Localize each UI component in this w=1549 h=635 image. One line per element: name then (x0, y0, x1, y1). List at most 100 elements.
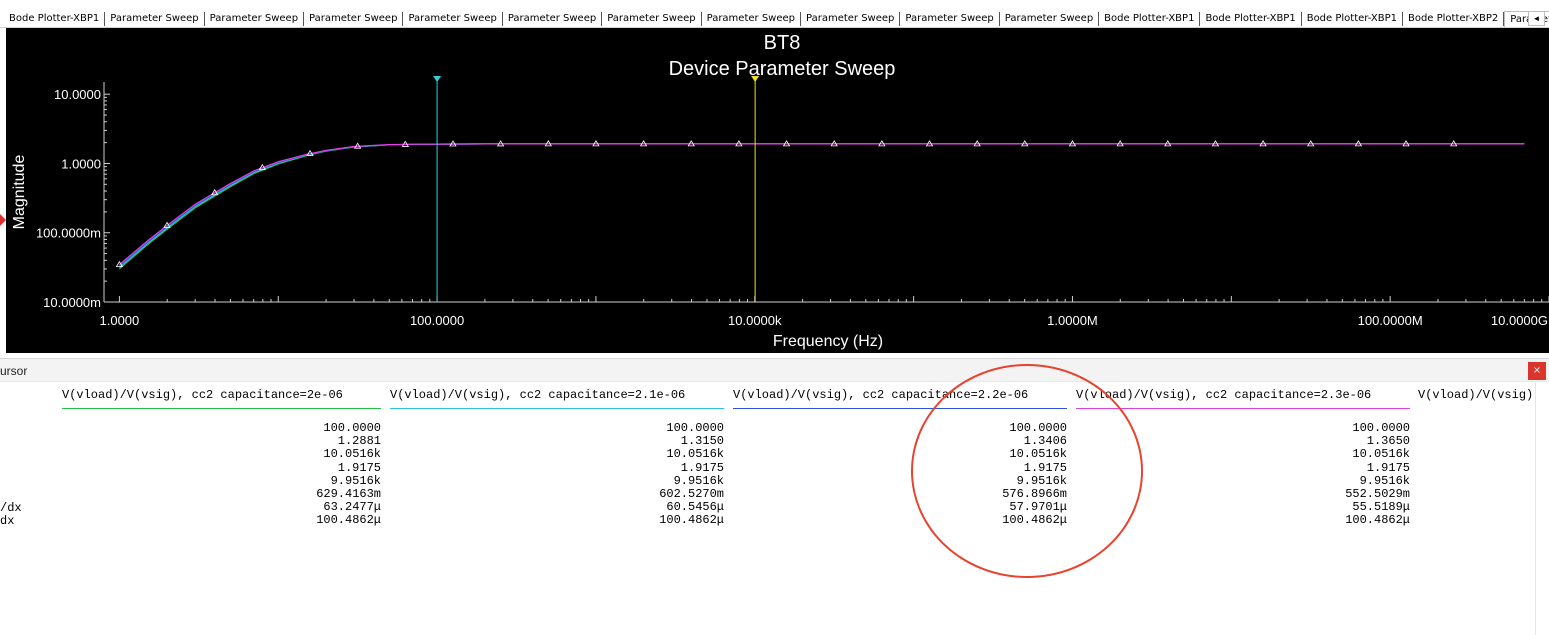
chart-title: BT8 (764, 32, 801, 54)
cursor-table: V(vload)/V(vsig), cc2 capacitance=2e-06 1… (0, 384, 1549, 564)
x-tick-label: 100.0000M (1358, 313, 1423, 328)
data-point-marker (115, 260, 124, 268)
data-point-marker (449, 140, 457, 147)
cursor-panel-header: ursor × (0, 358, 1549, 382)
column-values: 100.0000 1.3406 10.0516k 1.9175 9.9516k 576.8… (733, 421, 1067, 528)
tab-3[interactable]: Parameter Sweep (205, 12, 305, 26)
cursor-value: 57.9701μ (1009, 500, 1067, 515)
cursor-value: 63.2477μ (323, 500, 381, 515)
cursor-value: 100.0000 (323, 421, 381, 435)
row-label: dx (0, 514, 15, 529)
close-icon[interactable]: × (1528, 362, 1546, 380)
chart-subtitle: Device Parameter Sweep (669, 58, 896, 80)
data-point-marker (353, 142, 362, 149)
data-point-marker (258, 163, 267, 171)
tab-10[interactable]: Parameter Sweep (900, 12, 1000, 26)
row-label: /dx (0, 501, 22, 516)
data-point-marker (592, 140, 600, 147)
data-point-marker (1116, 140, 1124, 147)
data-point-marker (306, 149, 314, 157)
tab-15[interactable]: Bode Plotter-XBP2 (1403, 12, 1505, 26)
column-header[interactable]: V(vload)/V(vsig), cc2 capacitance=2.2e-0… (733, 388, 1067, 409)
x-tick-label: 10.0000G (1491, 313, 1548, 328)
data-point-marker (496, 140, 505, 147)
tab-12[interactable]: Bode Plotter-XBP1 (1099, 12, 1201, 26)
cursor-value: 100.0000 (1009, 421, 1067, 435)
data-point-marker (925, 140, 934, 147)
grapher-view[interactable]: BT8 Device Parameter Sweep Frequency (Hz) M… (6, 28, 1549, 353)
data-point-marker (687, 140, 695, 147)
tab-13[interactable]: Bode Plotter-XBP1 (1200, 12, 1302, 26)
x-tick-label: 10.0000k (728, 313, 782, 328)
data-point-marker (973, 140, 981, 147)
tab-14[interactable]: Bode Plotter-XBP1 (1302, 12, 1403, 26)
data-point-marker (878, 140, 886, 147)
vertical-scrollbar[interactable] (1535, 382, 1549, 635)
tab-2[interactable]: Parameter Sweep (105, 12, 205, 26)
cursor-value: 629.4163m (316, 487, 381, 502)
tab-scroll-left-button[interactable]: ◄ (1528, 11, 1545, 26)
cursor-panel-title: ursor (0, 364, 28, 378)
cursor-value: 9.9516k (673, 473, 724, 488)
x-axis-label: Frequency (Hz) (773, 333, 883, 350)
column-header[interactable]: V(vload)/V(vsig), cc2 capacitance=2.1e-0… (390, 388, 724, 409)
cursor-handle-icon (433, 76, 442, 82)
y-tick-label: 10.0000m (43, 295, 101, 310)
data-point-marker (401, 140, 410, 147)
data-point-marker (830, 140, 838, 147)
column-header[interactable]: V(vload)/V(vsig), cc2 capacitance=2e-06 (62, 388, 381, 409)
data-point-marker (1402, 140, 1410, 147)
cursor-value: 1.9175 (1023, 460, 1067, 475)
series-line-4 (119, 143, 1525, 266)
column-values: 100.0000 1.2881 10.0516k 1.9175 9.9516k 629.4… (62, 421, 381, 528)
column-values: 100.0000 1.3650 10.0516k 1.9175 9.9516k 552.5… (1076, 421, 1410, 528)
cursor-value: 100.4862μ (1002, 513, 1067, 528)
cursor-value: 1.3150 (680, 434, 724, 449)
cursor-value: 100.0000 (1352, 421, 1410, 435)
tab-4[interactable]: Parameter Sweep (304, 12, 404, 26)
cursor-value: 10.0516k (1352, 447, 1410, 462)
data-point-marker (1211, 140, 1220, 147)
cursor-value: 100.4862μ (316, 513, 381, 528)
cursor-value: 9.9516k (330, 473, 381, 488)
tab-1[interactable]: Bode Plotter-XBP1 (4, 12, 106, 26)
bode-chart[interactable]: BT8 Device Parameter Sweep Frequency (Hz) M… (6, 28, 1549, 353)
cursor-value: 10.0516k (323, 447, 381, 462)
column-header[interactable]: V(vload)/V(vsig), cc2 capacitance=2.3e-0… (1076, 388, 1410, 409)
cursor-value: 1.9175 (680, 460, 724, 475)
data-point-marker (1449, 140, 1458, 147)
tab-6[interactable]: Parameter Sweep (503, 12, 603, 26)
cursor-value: 10.0516k (666, 447, 724, 462)
trace-marker-icon (0, 214, 6, 226)
x-tick-label: 1.0000M (1047, 313, 1098, 328)
y-tick-label: 100.0000m (36, 226, 101, 241)
tab-9[interactable]: Parameter Sweep (801, 12, 901, 26)
cursor-value: 100.4862μ (659, 513, 724, 528)
tab-strip: Bode Plotter-XBP1 Parameter Sweep Paramete… (4, 10, 1549, 27)
data-point-marker (1307, 140, 1315, 147)
cursor-value: 9.9516k (1016, 473, 1067, 488)
data-point-marker (1354, 140, 1363, 147)
data-point-marker (782, 140, 791, 147)
data-point-marker (1068, 140, 1077, 147)
tab-8[interactable]: Parameter Sweep (702, 12, 801, 26)
tab-11[interactable]: Parameter Sweep (1000, 12, 1100, 26)
cursor-value: 1.9175 (337, 460, 381, 475)
data-point-marker (1164, 140, 1172, 147)
tab-5[interactable]: Parameter Sweep (403, 12, 503, 26)
y-axis-label: Magnitude (11, 155, 28, 230)
tab-7[interactable]: Parameter Sweep (602, 12, 702, 26)
x-tick-label: 100.0000 (410, 313, 464, 328)
cursor-value: 552.5029m (1345, 487, 1410, 502)
cursor-value: 576.8966m (1002, 487, 1067, 502)
data-point-marker (163, 221, 171, 228)
y-tick-label: 10.0000 (54, 87, 101, 102)
data-point-marker (210, 188, 219, 196)
cursor-handle-icon (751, 76, 760, 82)
series-line-3 (119, 143, 1525, 267)
column-header[interactable]: V(vload)/V(vsig) (1418, 388, 1549, 409)
tab-bar: Bode Plotter-XBP1 Parameter Sweep Paramete… (0, 0, 1549, 28)
cursor-value: 1.3650 (1366, 434, 1410, 449)
data-point-marker (1259, 140, 1267, 147)
x-tick-label: 1.0000 (100, 313, 140, 328)
